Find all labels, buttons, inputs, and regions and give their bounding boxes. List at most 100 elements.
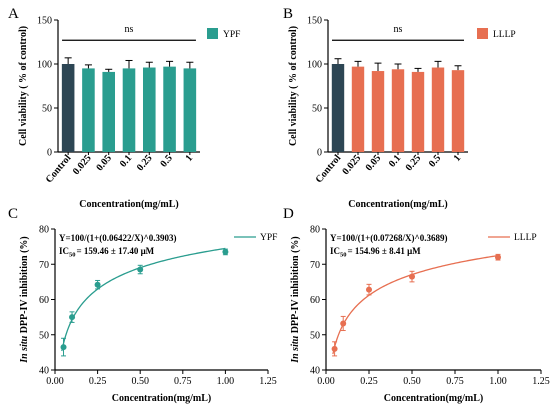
x-tick-label: 0.05 bbox=[364, 153, 384, 173]
x-tick-label: 0.25 bbox=[89, 376, 107, 387]
bar bbox=[451, 70, 465, 152]
panel-label: A bbox=[8, 6, 19, 22]
data-point bbox=[340, 320, 347, 327]
bar bbox=[122, 68, 136, 152]
x-axis-label: Concentration(mg/mL) bbox=[79, 199, 178, 210]
bar bbox=[411, 71, 425, 152]
x-tick-label: 0.025 bbox=[71, 153, 94, 177]
y-tick-label: 70 bbox=[39, 260, 49, 271]
bar bbox=[431, 67, 445, 152]
y-tick-label: 50 bbox=[310, 330, 320, 341]
y-axis-label: Cell viability ( % of control) bbox=[288, 26, 299, 146]
x-tick-label: 1 bbox=[452, 153, 464, 164]
fit-curve bbox=[61, 247, 226, 352]
y-axis-label-italic: In situ bbox=[19, 335, 30, 363]
x-tick-label: 0.5 bbox=[427, 153, 443, 170]
legend-label: YPF bbox=[223, 30, 240, 40]
bar bbox=[391, 69, 405, 152]
ns-annotation: ns bbox=[125, 24, 134, 35]
y-tick-label: 60 bbox=[310, 295, 320, 306]
ic50-value: IC50= 159.46 ± 17.40 μM bbox=[59, 246, 155, 259]
fit-equation: Y=100/(1+(0.07268/X)^0.3689) bbox=[330, 233, 447, 243]
x-tick-label: 0.25 bbox=[404, 153, 424, 173]
ic50-prefix: IC bbox=[330, 246, 340, 256]
x-tick-label: 0.50 bbox=[131, 376, 149, 387]
x-tick-label: 1.00 bbox=[489, 376, 507, 387]
data-point bbox=[366, 286, 372, 293]
data-point bbox=[94, 281, 101, 288]
data-point bbox=[137, 266, 144, 273]
y-tick-label: 80 bbox=[310, 225, 320, 236]
ic50-text: = 159.46 ± 17.40 μM bbox=[77, 246, 155, 256]
ic50-subscript: 50 bbox=[69, 252, 76, 259]
x-tick-label: 0.5 bbox=[158, 153, 174, 170]
legend-swatch bbox=[207, 28, 218, 39]
x-tick-label: 1.00 bbox=[217, 376, 235, 387]
x-axis-label: Concentration(mg/mL) bbox=[384, 393, 483, 404]
data-point bbox=[222, 248, 229, 255]
data-point bbox=[60, 344, 67, 351]
y-tick-label: 100 bbox=[37, 60, 52, 71]
y-axis-label-rest: DPP-IV inhibition (%) bbox=[19, 236, 30, 336]
ic50-prefix: IC bbox=[59, 246, 69, 256]
y-tick-label: 50 bbox=[312, 104, 322, 115]
y-tick-label: 40 bbox=[310, 366, 320, 377]
x-tick-label: 0.00 bbox=[46, 376, 64, 387]
y-tick-label: 80 bbox=[39, 225, 49, 236]
x-tick-label: 0.00 bbox=[317, 376, 335, 387]
x-tick-label: 0.1 bbox=[118, 153, 134, 170]
panel-label: D bbox=[283, 206, 294, 222]
y-tick-label: 0 bbox=[47, 148, 52, 159]
y-tick-label: 70 bbox=[310, 260, 320, 271]
y-axis-label: In situ DPP-IV inhibition (%) bbox=[290, 236, 301, 364]
ic50-value: IC50= 154.96 ± 8.41 μM bbox=[330, 246, 421, 259]
ic50-text: = 154.96 ± 8.41 μM bbox=[348, 246, 422, 256]
data-point bbox=[495, 254, 501, 261]
bar bbox=[331, 64, 345, 152]
ic50-subscript: 50 bbox=[340, 252, 347, 259]
y-tick-label: 50 bbox=[42, 104, 52, 115]
y-tick-label: 100 bbox=[307, 60, 322, 71]
data-point bbox=[409, 273, 415, 280]
fit-curve bbox=[332, 254, 499, 355]
y-tick-label: 0 bbox=[317, 148, 322, 159]
x-tick-label: 0.025 bbox=[340, 153, 363, 177]
y-tick-label: 150 bbox=[307, 16, 322, 27]
bar bbox=[371, 71, 385, 152]
bar bbox=[183, 68, 197, 152]
bar bbox=[102, 71, 116, 152]
y-axis-label: In situ DPP-IV inhibition (%) bbox=[19, 236, 30, 364]
x-axis-label: Concentration(mg/mL) bbox=[112, 393, 211, 404]
x-tick-label: 0.05 bbox=[94, 153, 114, 173]
x-tick-label: 0.75 bbox=[174, 376, 192, 387]
data-point bbox=[69, 314, 76, 321]
legend-label: LLLP bbox=[514, 233, 537, 243]
legend-swatch bbox=[477, 28, 488, 39]
bar bbox=[163, 66, 176, 152]
y-tick-label: 40 bbox=[39, 366, 49, 377]
x-tick-label: 1.25 bbox=[532, 376, 550, 387]
x-tick-label: 0.50 bbox=[403, 376, 421, 387]
x-tick-label: 1.25 bbox=[259, 376, 277, 387]
bar bbox=[82, 68, 95, 152]
x-axis-label: Concentration(mg/mL) bbox=[348, 199, 447, 210]
x-tick-label: 0.25 bbox=[360, 376, 378, 387]
panel-label: B bbox=[283, 6, 293, 22]
x-tick-label: 0.75 bbox=[446, 376, 464, 387]
y-tick-label: 60 bbox=[39, 295, 49, 306]
x-tick-label: 1 bbox=[184, 153, 196, 164]
x-tick-label: 0.25 bbox=[135, 153, 155, 173]
data-point bbox=[331, 345, 338, 352]
panel-label: C bbox=[8, 206, 18, 222]
y-axis-label: Cell viability ( % of control) bbox=[18, 26, 29, 146]
bar bbox=[351, 66, 365, 152]
bar bbox=[142, 67, 156, 152]
y-tick-label: 50 bbox=[39, 330, 49, 341]
y-tick-label: 150 bbox=[37, 16, 52, 27]
legend-label: LLLP bbox=[493, 30, 516, 40]
x-tick-label: 0.1 bbox=[387, 153, 403, 170]
bar bbox=[61, 64, 75, 152]
legend-label: YPF bbox=[260, 233, 277, 243]
y-axis-label-rest: DPP-IV inhibition (%) bbox=[290, 236, 301, 336]
